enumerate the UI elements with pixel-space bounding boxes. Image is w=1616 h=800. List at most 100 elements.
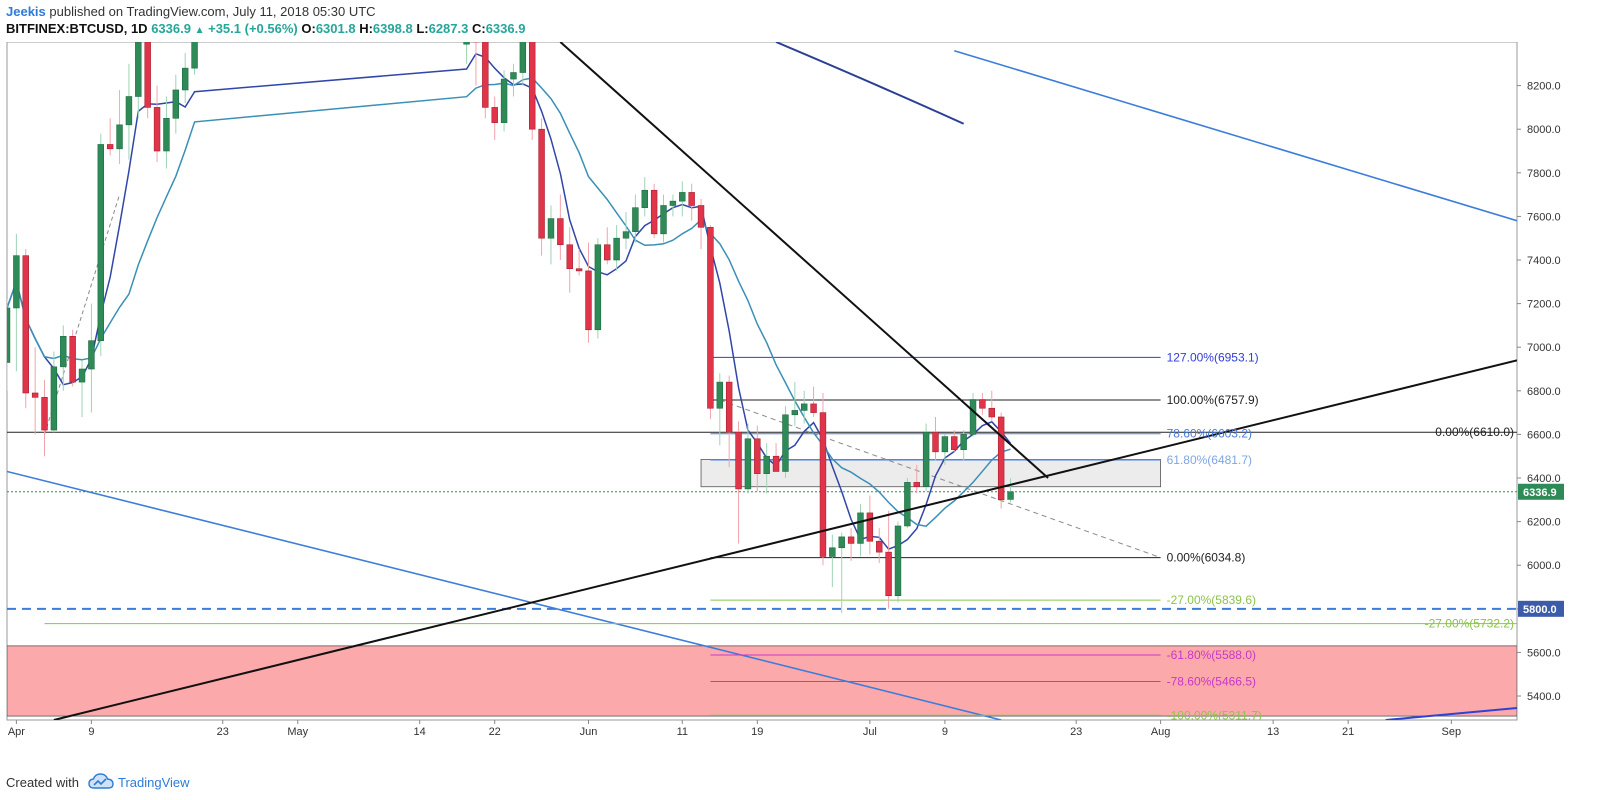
fib-level-label: 61.80%(6481.7) <box>1167 453 1252 467</box>
candle <box>744 423 752 494</box>
up-arrow-icon: ▲ <box>194 25 205 36</box>
candle <box>660 194 667 243</box>
candle <box>31 347 39 435</box>
candle <box>13 233 20 372</box>
candle-body <box>557 218 564 246</box>
y-tick-label: 7800.0 <box>1527 168 1561 180</box>
candle-body <box>969 399 977 435</box>
candle <box>153 85 161 162</box>
x-tick-label: 23 <box>217 726 229 738</box>
candle-body <box>904 482 911 527</box>
fib-diagonal-dashed <box>719 399 1161 559</box>
candle <box>669 194 677 217</box>
x-tick-label: Aug <box>1151 726 1171 738</box>
candle <box>191 42 198 75</box>
candle <box>472 42 480 86</box>
candle-body <box>763 455 770 474</box>
candle <box>997 412 1005 509</box>
candle-body <box>538 128 545 239</box>
support-zone <box>7 645 1517 717</box>
x-tick-label: Jun <box>580 726 598 738</box>
candle-body <box>566 244 573 270</box>
y-tick-label: 7200.0 <box>1527 299 1561 311</box>
candle-body <box>41 397 48 431</box>
candle-body <box>547 218 555 239</box>
candle <box>538 118 545 256</box>
candle <box>585 242 592 343</box>
candle-body <box>819 412 827 557</box>
candle-body <box>604 244 611 261</box>
candle <box>491 96 498 141</box>
candle <box>819 392 827 566</box>
candle-body <box>153 107 161 152</box>
candle <box>632 194 639 243</box>
price-chart[interactable]: 127.00%(6953.1) 100.00%(6757.9) 78.60%(660… <box>0 42 1616 762</box>
candle-body <box>500 78 508 123</box>
candle <box>135 42 142 119</box>
price-badge-label: 6336.9 <box>1523 487 1557 499</box>
candle-body <box>979 399 986 409</box>
candle-body <box>960 434 967 450</box>
fib-level-label: 0.00%(6034.8) <box>1167 551 1246 565</box>
x-tick-label: 13 <box>1267 726 1279 738</box>
candle <box>791 382 799 426</box>
symbol-label: BITFINEX:BTCUSD, 1D <box>6 21 148 36</box>
candle <box>594 238 602 339</box>
price-badge <box>1518 600 1564 617</box>
x-tick-label: 22 <box>489 726 501 738</box>
low-value: 6287.3 <box>428 21 469 36</box>
candle <box>125 63 133 160</box>
candle-body <box>463 42 470 45</box>
plot-area: 127.00%(6953.1) 100.00%(6757.9) 78.60%(660… <box>7 42 1517 720</box>
candle-body <box>575 268 583 272</box>
candle-body <box>791 410 799 416</box>
candle-body <box>13 255 20 309</box>
candle-body <box>922 431 930 488</box>
candle-body <box>7 307 11 363</box>
candle <box>60 325 67 391</box>
last-price: 6336.9 <box>151 21 191 36</box>
candle-body <box>894 525 902 597</box>
candle-body <box>613 237 620 261</box>
candle <box>876 528 883 564</box>
candle-body <box>716 381 724 409</box>
candle <box>679 181 686 217</box>
published-text: published on TradingView.com, July 11, 2… <box>49 4 376 19</box>
candle-body <box>697 205 705 228</box>
x-tick-label: Jul <box>863 726 877 738</box>
candle <box>510 63 517 97</box>
candle <box>163 96 170 169</box>
tradingview-brand[interactable]: TradingView <box>118 775 190 790</box>
candle <box>782 406 789 479</box>
tradingview-cloud-icon[interactable] <box>88 772 114 790</box>
y-tick-label: 6400.0 <box>1527 473 1561 485</box>
candle <box>941 434 949 465</box>
candle-body <box>679 192 686 202</box>
candle <box>932 416 939 461</box>
candle-body <box>632 207 639 232</box>
candle <box>763 443 770 494</box>
candle <box>979 392 986 415</box>
candle-body <box>641 189 648 208</box>
candle-body <box>60 336 67 368</box>
candle-body <box>744 438 752 490</box>
candle <box>41 379 48 457</box>
candle <box>116 89 123 165</box>
candle <box>829 534 836 588</box>
candle-body <box>491 107 498 123</box>
candle <box>181 52 189 104</box>
candle-body <box>941 436 949 453</box>
candle-body <box>800 403 808 411</box>
high-value: 6398.8 <box>372 21 413 36</box>
y-tick-label: 6600.0 <box>1527 429 1561 441</box>
author-link[interactable]: Jeekis <box>6 4 46 19</box>
chart-header: Jeekis published on TradingView.com, Jul… <box>0 0 1616 42</box>
y-tick-label: 8200.0 <box>1527 81 1561 93</box>
candle <box>810 386 817 417</box>
candle <box>847 528 855 561</box>
candle <box>904 478 911 529</box>
candle <box>1007 478 1014 503</box>
candle <box>688 183 695 221</box>
candle <box>557 194 564 261</box>
candle <box>613 225 620 271</box>
